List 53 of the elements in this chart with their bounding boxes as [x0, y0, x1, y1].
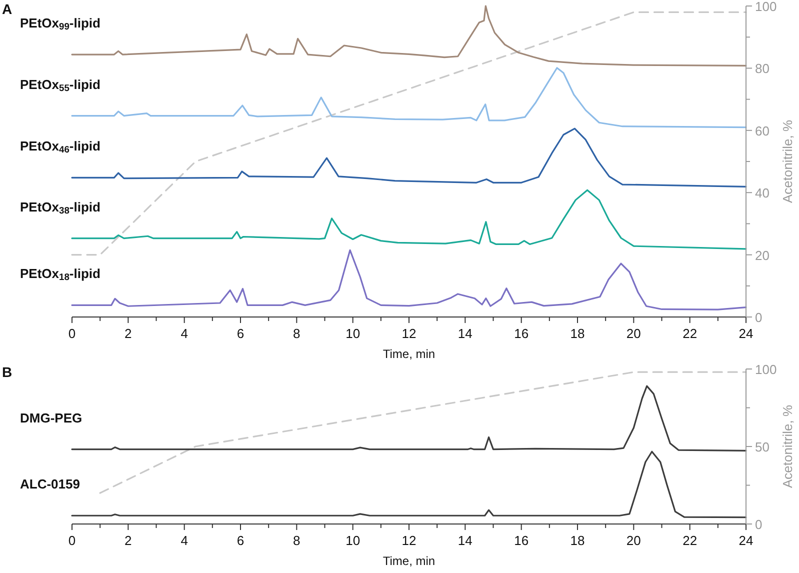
y2-axis-title: Acetonitrile, % — [780, 120, 795, 204]
x-tick-label: 6 — [236, 326, 244, 341]
x-axis-title: Time, min — [382, 347, 436, 361]
y2-axis-title: Acetonitrile, % — [780, 404, 795, 488]
y2-tick-label: 60 — [755, 123, 770, 138]
x-tick-label: 8 — [293, 533, 300, 548]
x-axis-title: Time, min — [382, 554, 436, 568]
x-tick-label: 16 — [514, 326, 529, 341]
series-label: ALC-0159 — [20, 476, 80, 492]
x-tick-label: 4 — [180, 533, 188, 548]
x-tick-label: 2 — [124, 533, 132, 548]
y2-tick-label: 0 — [755, 517, 762, 532]
x-tick-label: 0 — [68, 533, 76, 548]
y2-tick-label: 0 — [755, 310, 762, 325]
text: A — [2, 1, 12, 17]
x-tick-label: 0 — [68, 326, 76, 341]
x-tick-label: 14 — [458, 533, 472, 548]
x-tick-label: 12 — [402, 533, 416, 548]
x-tick-label: 18 — [570, 326, 585, 341]
x-tick-label: 10 — [346, 326, 360, 341]
x-tick-label: 12 — [402, 326, 416, 341]
x-tick-label: 6 — [236, 533, 244, 548]
y2-tick-label: 20 — [755, 248, 770, 263]
x-tick-label: 14 — [458, 326, 472, 341]
y2-tick-label: 100 — [755, 362, 777, 377]
series-label: PEtOx$_{18}$-lipid — [20, 266, 101, 282]
line-series — [71, 67, 747, 128]
line-series — [71, 128, 747, 188]
series-label: PEtOx$_{99}$-lipid — [20, 16, 101, 32]
x-tick-label: 4 — [180, 326, 188, 341]
series-label: PEtOx$_{38}$-lipid — [20, 199, 101, 216]
x-tick-label: 8 — [293, 326, 300, 341]
x-tick-label: 2 — [124, 326, 132, 341]
x-tick-label: 20 — [626, 326, 641, 341]
x-tick-label: 18 — [570, 533, 585, 548]
line-series — [71, 5, 747, 67]
y2-tick-label: 40 — [755, 186, 770, 201]
y2-tick-label: 80 — [755, 61, 770, 76]
line-series — [71, 189, 747, 250]
y2-tick-label: 50 — [755, 440, 770, 454]
x-tick-label: 10 — [346, 533, 360, 548]
x-tick-label: 16 — [514, 533, 529, 548]
series-label: PEtOx$_{55}$-lipid — [20, 76, 101, 94]
x-tick-label: 24 — [738, 326, 754, 341]
series-label: DMG-PEG — [20, 410, 82, 426]
x-tick-label: 22 — [682, 533, 698, 548]
series-label: PEtOx$_{46}$-lipid — [20, 138, 101, 155]
text: B — [2, 364, 12, 380]
x-tick-label: 22 — [682, 326, 698, 341]
y2-tick-label: 100 — [755, 0, 777, 14]
line-series — [71, 249, 747, 310]
x-tick-label: 20 — [626, 533, 641, 548]
x-tick-label: 24 — [738, 533, 754, 548]
